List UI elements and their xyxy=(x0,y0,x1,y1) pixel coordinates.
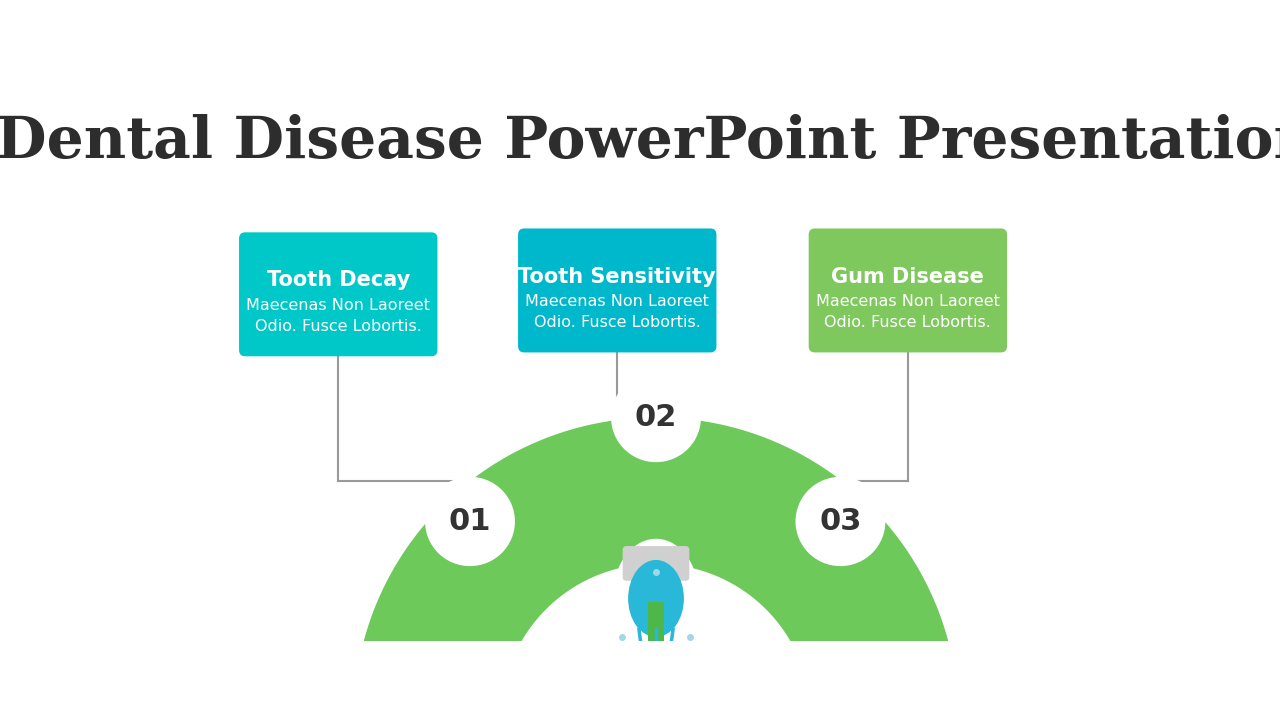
Text: Tooth Decay: Tooth Decay xyxy=(266,271,410,290)
Text: Tooth Sensitivity: Tooth Sensitivity xyxy=(518,266,716,287)
Circle shape xyxy=(795,477,886,566)
Text: 03: 03 xyxy=(819,507,861,536)
FancyBboxPatch shape xyxy=(239,233,438,356)
Circle shape xyxy=(425,477,515,566)
Circle shape xyxy=(611,373,701,462)
Text: Dental Disease PowerPoint Presentation: Dental Disease PowerPoint Presentation xyxy=(0,114,1280,170)
FancyBboxPatch shape xyxy=(622,546,690,581)
FancyBboxPatch shape xyxy=(809,228,1007,352)
Text: Maecenas Non Laoreet
Odio. Fusce Lobortis.: Maecenas Non Laoreet Odio. Fusce Loborti… xyxy=(246,298,430,334)
Ellipse shape xyxy=(613,539,699,650)
Text: Gum Disease: Gum Disease xyxy=(832,266,984,287)
Text: 02: 02 xyxy=(635,403,677,432)
Text: 01: 01 xyxy=(449,507,492,536)
Ellipse shape xyxy=(628,560,684,637)
Text: Maecenas Non Laoreet
Odio. Fusce Lobortis.: Maecenas Non Laoreet Odio. Fusce Loborti… xyxy=(815,294,1000,330)
Polygon shape xyxy=(353,418,959,718)
FancyBboxPatch shape xyxy=(518,228,717,352)
FancyArrow shape xyxy=(648,603,664,644)
Text: Maecenas Non Laoreet
Odio. Fusce Lobortis.: Maecenas Non Laoreet Odio. Fusce Loborti… xyxy=(525,294,709,330)
